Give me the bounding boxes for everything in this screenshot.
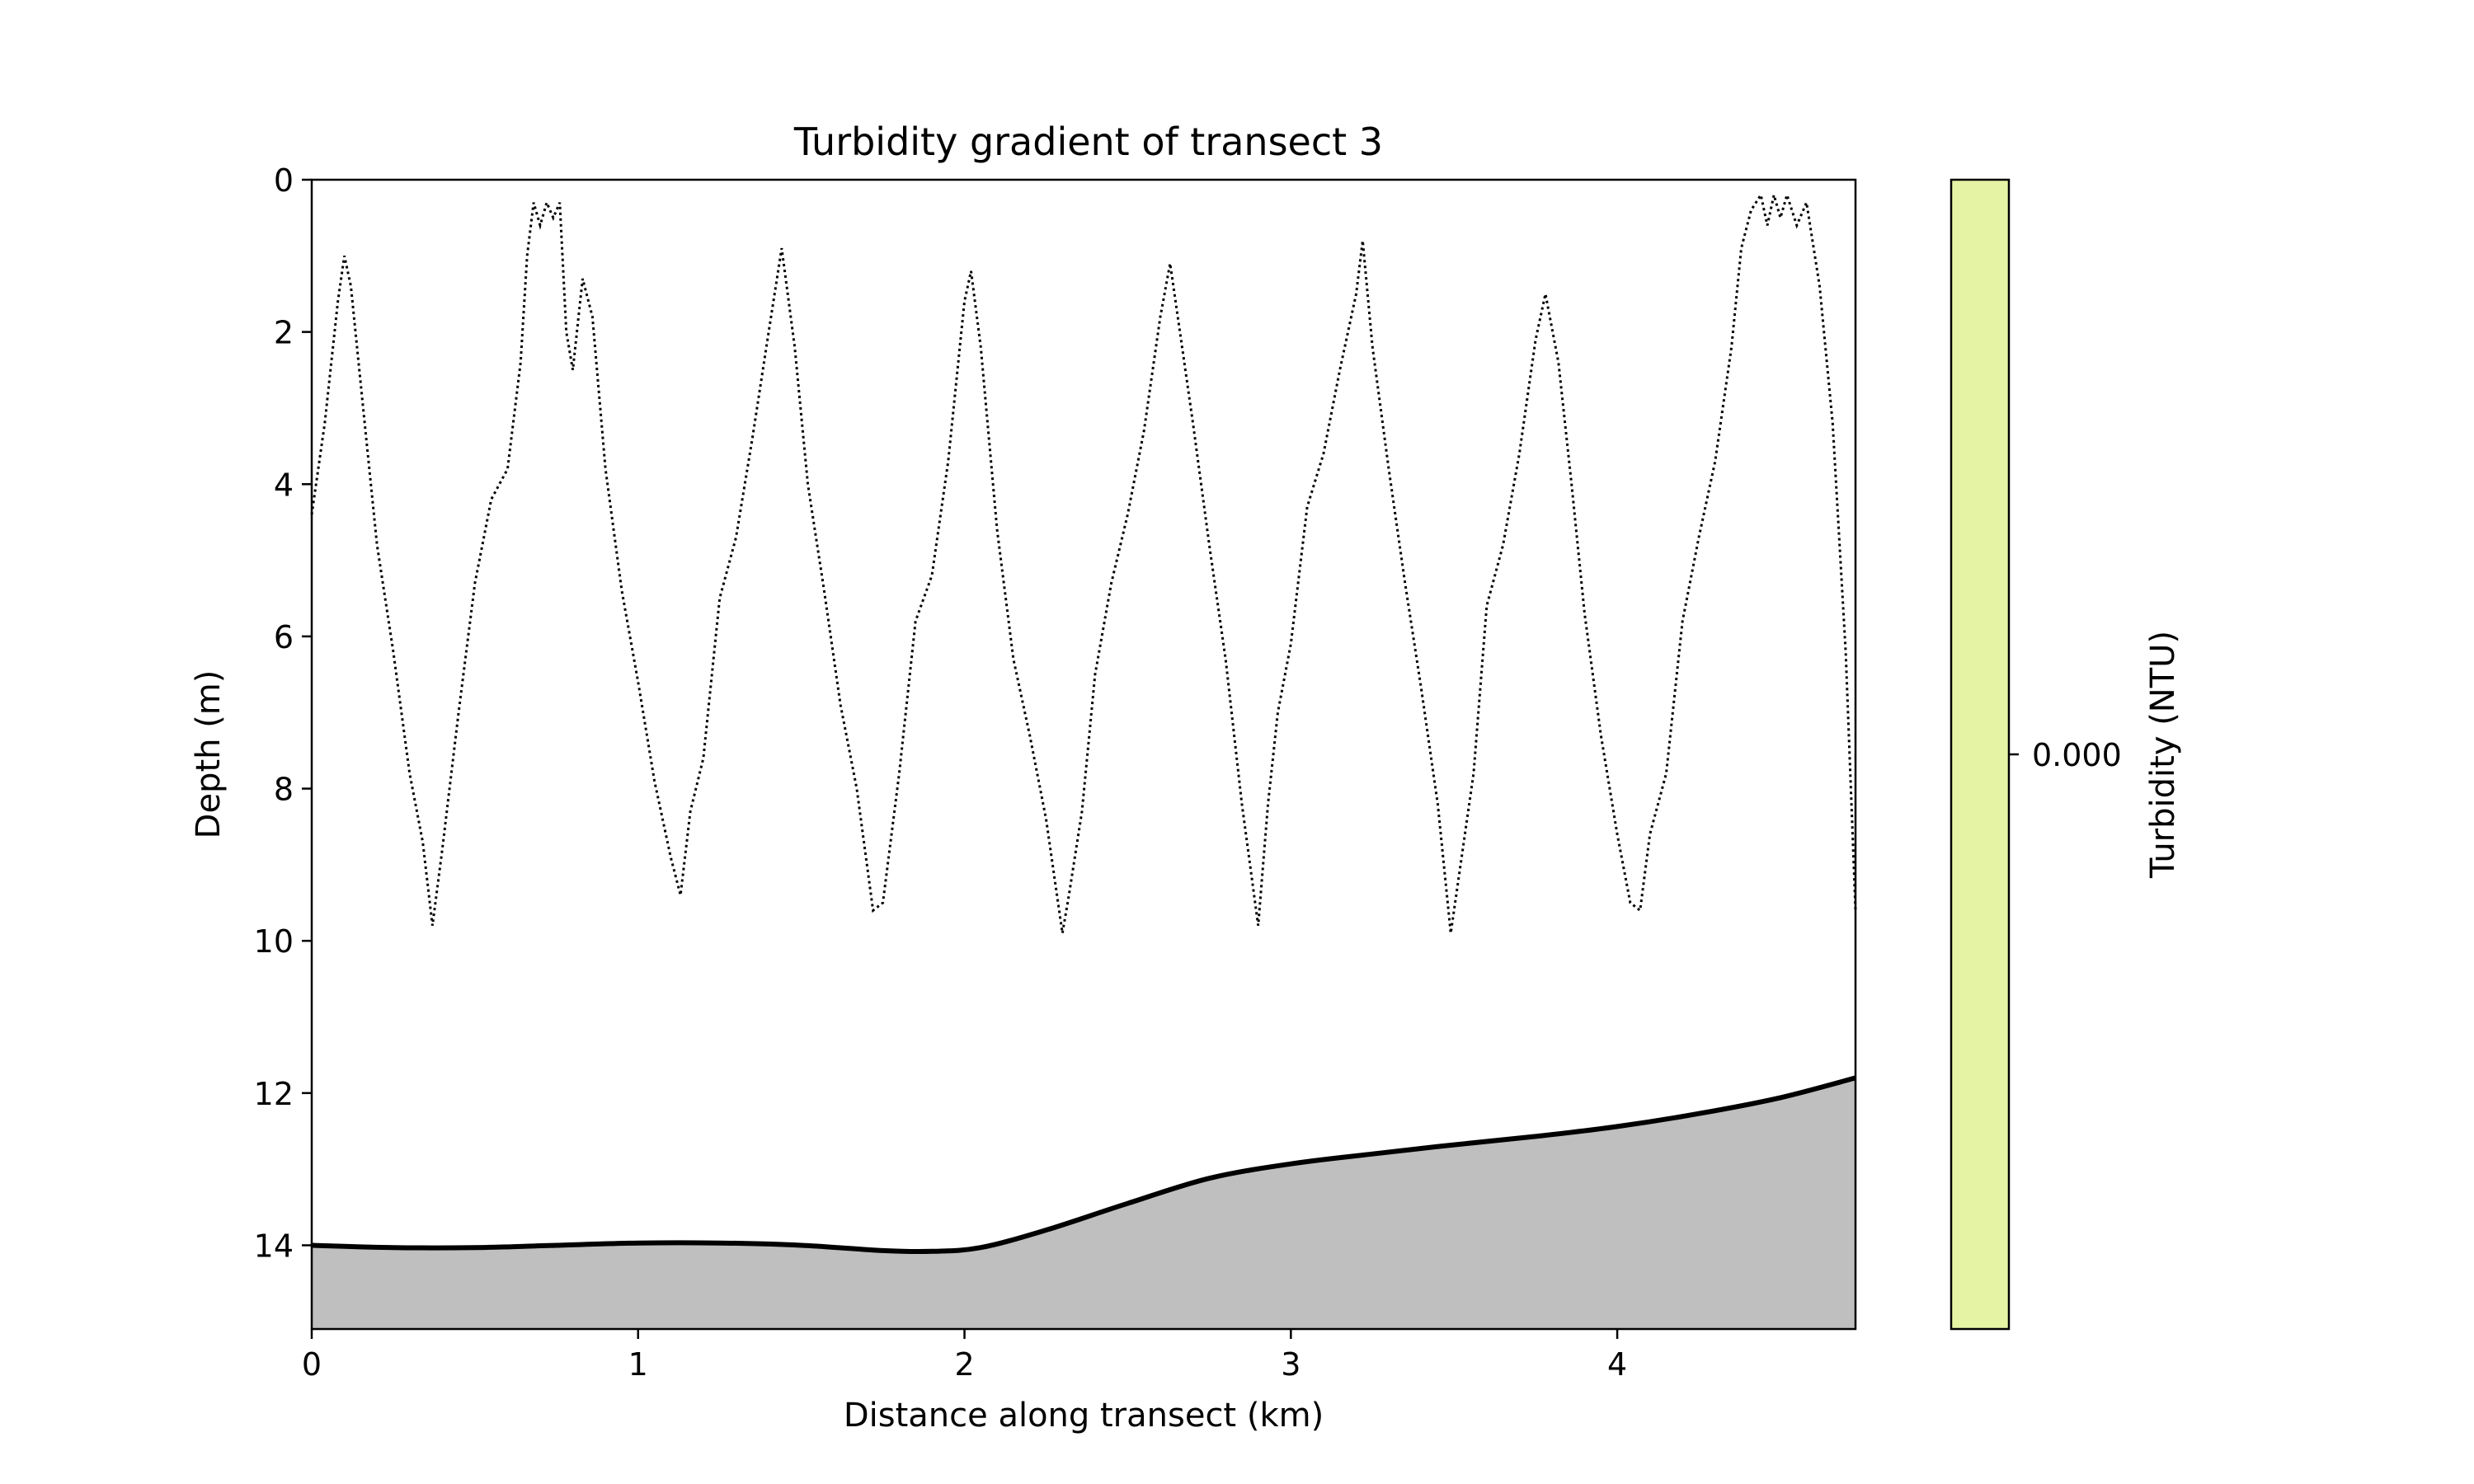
- turbidity-profile-line: [310, 190, 1857, 934]
- y-tick-label: 0: [274, 162, 294, 199]
- x-tick-label: 0: [302, 1346, 322, 1383]
- x-axis: 0 1 2 3 4: [302, 1329, 1627, 1383]
- y-tick-label: 6: [274, 619, 294, 655]
- chart-title: Turbidity gradient of transect 3: [793, 120, 1383, 164]
- y-tick-label: 4: [274, 467, 294, 503]
- seabed-fill: [312, 1078, 1856, 1329]
- y-axis-label: Depth (m): [190, 670, 228, 839]
- x-axis-label: Distance along transect (km): [844, 1397, 1324, 1435]
- seabed-line: [311, 1075, 1856, 1255]
- colorbar-gradient: [1950, 178, 2011, 1331]
- plot-area: [310, 178, 1857, 1331]
- plot-frame: [310, 178, 1857, 1331]
- x-tick-label: 2: [954, 1346, 974, 1383]
- y-tick-label: 14: [254, 1228, 294, 1264]
- x-tick-label: 3: [1281, 1346, 1300, 1383]
- y-tick-label: 2: [274, 315, 294, 351]
- y-tick-label: 12: [254, 1076, 294, 1112]
- y-tick-label: 8: [274, 772, 294, 808]
- y-axis: 0 2 4 6 8 10 12 14: [254, 162, 312, 1264]
- colorbar: 0.000 Turbidity (NTU): [1950, 178, 2182, 1331]
- x-tick-label: 4: [1607, 1346, 1627, 1383]
- colorbar-label: Turbidity (NTU): [2144, 631, 2182, 879]
- colorbar-tick-label: 0.000: [2032, 737, 2122, 773]
- y-tick-label: 10: [254, 923, 294, 960]
- x-tick-label: 1: [628, 1346, 648, 1383]
